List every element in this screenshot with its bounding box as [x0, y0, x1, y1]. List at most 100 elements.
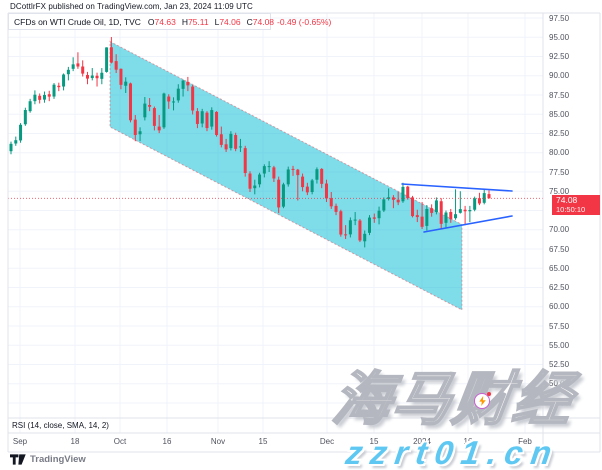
candle-body	[42, 94, 46, 100]
candle-body	[358, 220, 362, 241]
time-axis-label: Nov	[210, 437, 226, 446]
candle-body	[224, 144, 228, 150]
price-axis-label: 97.50	[549, 13, 570, 23]
candle-body	[14, 140, 18, 144]
price-axis[interactable]: 97.50 95.00 92.50 90.00 87.50 85.00 82.50 80.00…	[543, 0, 602, 452]
candle-body	[138, 131, 142, 135]
candle-body	[315, 169, 319, 180]
candle-body	[143, 103, 147, 118]
price-axis-label: 92.50	[549, 52, 570, 61]
candle-body	[238, 146, 242, 148]
candle-body	[172, 101, 176, 103]
candle-body	[152, 108, 156, 126]
price-axis-label: 87.50	[549, 90, 570, 100]
candle-body	[368, 217, 371, 233]
tradingview-brand-text: TradingView	[30, 454, 86, 465]
candle-body	[248, 173, 252, 189]
candle-body	[234, 135, 238, 149]
price-axis-label: 82.50	[549, 129, 570, 138]
notification-dot	[487, 392, 491, 396]
candle-body	[33, 94, 37, 102]
candle-body	[439, 201, 443, 224]
candle-body	[114, 61, 118, 70]
trendline-drawing	[401, 183, 513, 192]
candle-body	[391, 197, 395, 200]
candle-body	[329, 198, 333, 207]
candle-body	[215, 111, 219, 135]
candle-body	[176, 88, 180, 101]
candle-body	[167, 96, 171, 102]
candle-body	[129, 83, 132, 121]
close-value: 74.08	[252, 16, 275, 27]
candle-body	[253, 185, 257, 189]
open-label: O	[147, 16, 155, 27]
trendline-drawing	[423, 215, 513, 233]
candle-body	[482, 193, 486, 203]
candle-body	[477, 198, 481, 204]
close-label: C	[246, 16, 253, 27]
time-axis-label: 16	[463, 437, 473, 446]
candle-body	[157, 126, 161, 131]
time-axis-label: Oct	[113, 437, 127, 446]
price-axis-label: 50.00	[549, 379, 570, 389]
candle-body	[444, 212, 448, 223]
price-axis-label: 70.00	[549, 225, 570, 235]
watermark-url-text: zzrt01.cn	[343, 434, 562, 470]
price-axis-label: 65.00	[549, 263, 570, 273]
candle-body	[219, 134, 223, 145]
candle-body	[272, 167, 276, 179]
price-axis-label: 60.00	[549, 302, 570, 312]
candle-body	[262, 166, 266, 174]
candle-body	[95, 75, 99, 79]
publish-attribution: DCottlrFX published on TradingView.com, …	[10, 2, 253, 11]
candle-body	[200, 111, 204, 124]
candle-body	[396, 199, 400, 203]
price-axis-label: 52.50	[549, 360, 570, 369]
open-value: 74.63	[154, 16, 176, 27]
time-axis-label: 18	[70, 437, 80, 446]
candle-body	[38, 95, 42, 100]
candle-body	[181, 80, 185, 89]
candle-body	[100, 72, 104, 79]
high-label: H	[181, 16, 188, 27]
price-axis-label: 80.00	[549, 148, 570, 158]
time-axis-label: 2024	[413, 437, 431, 446]
candle-body	[434, 200, 438, 213]
candle-body	[334, 205, 338, 212]
candle-body	[195, 111, 199, 124]
change-value: -0.49 (-0.65%)	[277, 16, 332, 27]
symbol-legend[interactable]: CFDs on WTI Crude Oil, 1D, TVC O 74.63 H 75…	[8, 13, 331, 30]
time-axis[interactable]: Sep 18 Oct 16 Nov 15 Dec 15 2024 16 Feb	[0, 437, 602, 449]
time-axis-label: Sep	[12, 437, 28, 446]
candle-body	[109, 47, 113, 63]
tradingview-logo-icon	[10, 454, 26, 465]
candle-body	[119, 68, 123, 85]
lightning-badge	[474, 392, 491, 409]
candle-body	[377, 210, 381, 219]
time-axis-label: 15	[369, 437, 379, 446]
price-axis-label: 57.50	[549, 321, 570, 331]
time-axis-label: Feb	[518, 437, 532, 446]
candle-body	[454, 214, 458, 219]
candle-body	[301, 176, 305, 188]
candle-body	[57, 85, 61, 88]
candle-body	[473, 198, 477, 210]
time-axis-label: 15	[258, 437, 268, 446]
candle-body	[133, 119, 137, 135]
candle-body	[23, 110, 27, 125]
candle-body	[205, 112, 209, 129]
watermark-cjk-text: 海马财经	[328, 366, 579, 433]
candle-body	[353, 219, 357, 221]
tradingview-attribution[interactable]: TradingView	[10, 454, 86, 465]
candle-body	[458, 209, 462, 213]
price-axis-label: 62.50	[549, 283, 570, 292]
lightning-icon	[478, 396, 486, 406]
candle-body	[281, 184, 285, 207]
low-value: 74.06	[219, 16, 241, 27]
candle-body	[28, 101, 32, 112]
candle-body	[286, 169, 290, 185]
candle-body	[487, 194, 491, 199]
price-axis-label: 95.00	[549, 32, 570, 42]
price-axis-label: 55.00	[549, 340, 570, 350]
